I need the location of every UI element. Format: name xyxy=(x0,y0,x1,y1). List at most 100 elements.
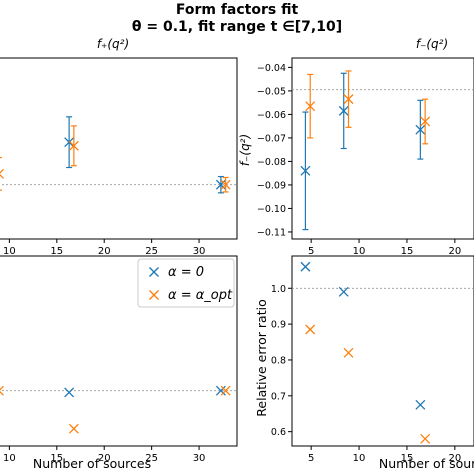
fplus-point-alphaopt xyxy=(220,179,231,190)
fplus-xtick-label: 10 xyxy=(3,246,16,257)
fplus-xtick-label: 15 xyxy=(50,246,63,257)
fminus-ytick-label: −0.09 xyxy=(257,180,286,191)
ratio_right-point-alpha0 xyxy=(338,286,349,297)
ratio_left-xtick-label: 10 xyxy=(3,453,16,464)
panel-ratio-right-ylabel: Relative error ratio xyxy=(254,299,269,416)
legend-cross-alpha0 xyxy=(149,267,159,277)
ratio_left-point-alphaopt-stroke-b xyxy=(0,385,4,391)
ratio_right-point-alphaopt-stroke-b xyxy=(305,324,316,335)
ratio_left-point-alpha0-stroke-b xyxy=(215,385,226,396)
ratio_right-axes-frame xyxy=(291,255,474,447)
fminus-point-alpha0 xyxy=(338,105,349,116)
fminus-point-alpha0-stroke-b xyxy=(300,165,311,176)
ratio_right-point-alphaopt xyxy=(343,347,354,358)
fminus-point-alphaopt xyxy=(343,94,354,105)
ratio_left-xtick-label: 15 xyxy=(50,453,63,464)
ratio_right-xtick-label: 20 xyxy=(448,453,461,464)
ratio_right-xtick-label: 10 xyxy=(353,453,366,464)
fplus-point-alphaopt-stroke-b xyxy=(68,140,79,151)
fminus-point-alpha0-stroke-b xyxy=(415,124,426,135)
ratio_right-point-alpha0-stroke-b xyxy=(338,286,349,297)
fplus-point-alpha0 xyxy=(215,179,226,190)
fplus-xtick-label: 20 xyxy=(98,246,111,257)
fminus-point-alpha0 xyxy=(415,124,426,135)
panel-ratio-left: Number of sources 10 15 20 25 30 xyxy=(0,255,238,471)
ratio_left-point-alphaopt-stroke-b xyxy=(220,385,231,396)
legend-cross-alpha0-stroke-b xyxy=(149,267,159,277)
ratio_left-xtick-label: 25 xyxy=(145,453,158,464)
fminus-xtick-label: 5 xyxy=(308,246,314,257)
fplus-point-alphaopt xyxy=(68,140,79,151)
fminus-xtick-label: 15 xyxy=(401,246,414,257)
legend-label-alpha0: α = 0 xyxy=(168,265,204,280)
fminus-point-alphaopt-stroke-b xyxy=(343,94,354,105)
ratio_left-axes-frame xyxy=(0,255,238,447)
figure-subtitle: θ = 0.1, fit range t ∈[7,10] xyxy=(132,19,342,35)
ratio_right-ytick-label: 0.8 xyxy=(271,355,286,366)
ratio_left-point-alphaopt xyxy=(0,385,4,396)
fminus-point-alphaopt xyxy=(420,116,431,127)
fplus-xtick-label: 30 xyxy=(193,246,206,257)
fplus-point-alpha0-stroke-b xyxy=(215,179,226,190)
ratio_right-point-alphaopt xyxy=(305,324,316,335)
ratio_left-point-alphaopt-stroke-b xyxy=(68,423,79,434)
legend-marker-alphaopt xyxy=(149,290,159,300)
panel-fplus: f₊(q²) 10 15 20 25 30 xyxy=(0,37,238,257)
ratio_right-ytick-label: 0.6 xyxy=(271,427,286,438)
ratio_left-point-alpha0 xyxy=(215,385,226,396)
ratio_right-point-alphaopt xyxy=(420,433,431,444)
fminus-ytick-label: −0.04 xyxy=(257,63,286,74)
ratio_right-point-alphaopt-stroke-b xyxy=(420,433,431,444)
legend: α = 0 α = α_opt xyxy=(137,258,235,308)
fplus-axes-frame xyxy=(0,57,238,240)
legend-marker-alpha0 xyxy=(149,267,159,277)
panel-ratio-right-xlabel: Number of sources xyxy=(379,456,474,471)
fminus-xtick-label: 10 xyxy=(353,246,366,257)
panel-ratio-left-xlabel: Number of sources xyxy=(33,456,151,471)
ratio_right-ytick-label: 1.0 xyxy=(271,284,286,295)
fminus-ytick-label: −0.07 xyxy=(257,133,286,144)
fplus-point-alphaopt xyxy=(0,168,4,179)
ratio_right-xtick-label: 5 xyxy=(308,453,314,464)
ratio_left-xtick-label: 30 xyxy=(193,453,206,464)
ratio_right-xtick-label: 15 xyxy=(401,453,414,464)
panel-fplus-title: f₊(q²) xyxy=(97,37,129,51)
fplus-point-alpha0-stroke-b xyxy=(64,137,75,148)
ratio_right-point-alpha0 xyxy=(300,261,311,272)
legend-box xyxy=(137,258,235,308)
fminus-ytick-label: −0.11 xyxy=(257,227,286,238)
fplus-point-alphaopt-stroke-b xyxy=(220,179,231,190)
ratio_left-point-alphaopt xyxy=(68,423,79,434)
ratio_right-point-alpha0-stroke-b xyxy=(415,399,426,410)
figure-title: Form factors fit xyxy=(176,2,299,18)
legend-cross-alphaopt xyxy=(149,290,159,300)
fminus-ytick-label: −0.10 xyxy=(257,204,286,215)
fplus-point-alphaopt-stroke-a xyxy=(0,173,4,179)
fminus-point-alphaopt-stroke-b xyxy=(305,101,316,112)
ratio_left-point-alphaopt xyxy=(220,385,231,396)
fminus-xtick-label: 20 xyxy=(448,246,461,257)
fminus-point-alpha0 xyxy=(300,165,311,176)
fminus-point-alpha0-stroke-b xyxy=(338,105,349,116)
ratio_right-point-alpha0-stroke-b xyxy=(300,261,311,272)
fplus-xtick-label: 25 xyxy=(145,246,158,257)
legend-label-alphaopt: α = α_opt xyxy=(168,288,233,303)
fplus-point-alpha0 xyxy=(64,137,75,148)
ratio_left-xtick-label: 20 xyxy=(98,453,111,464)
ratio_right-point-alpha0 xyxy=(415,399,426,410)
panel-fminus: f₋(q²) f₋(q²) 5 10 15 20 −0.04 −0.05 −0.06 −0.0… xyxy=(238,37,474,257)
ratio_right-ytick-label: 0.9 xyxy=(271,320,286,331)
ratio_right-ytick-label: 0.7 xyxy=(271,391,286,402)
fminus-ytick-label: −0.05 xyxy=(257,86,286,97)
fminus-ytick-label: −0.06 xyxy=(257,110,286,121)
panel-fminus-ylabel: f₋(q²) xyxy=(238,134,252,166)
ratio_left-point-alphaopt-stroke-a xyxy=(0,390,4,396)
legend-cross-alphaopt-stroke-b xyxy=(149,290,159,300)
panel-fminus-title: f₋(q²) xyxy=(416,37,448,51)
ratio_left-point-alpha0 xyxy=(64,387,75,398)
fminus-point-alphaopt xyxy=(305,101,316,112)
panel-ratio-right: Number of sources Relative error ratio 5… xyxy=(254,255,474,471)
fminus-axes-frame xyxy=(291,57,474,240)
fplus-point-alphaopt-stroke-b xyxy=(0,168,4,174)
